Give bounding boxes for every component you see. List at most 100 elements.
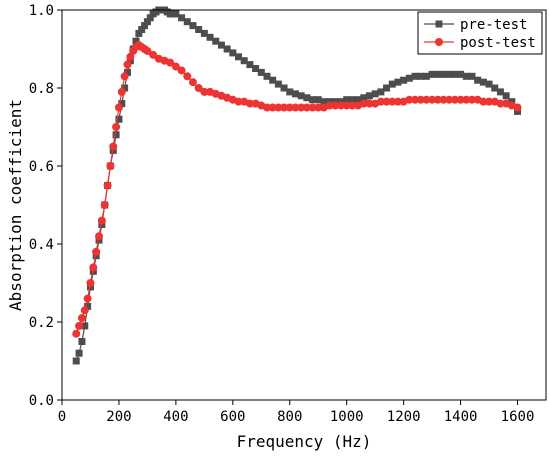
pre-test-point <box>252 65 260 72</box>
legend-label-post-test: post-test <box>460 35 536 51</box>
post-test-point <box>359 99 368 108</box>
post-test-point <box>513 103 522 112</box>
pre-test-point <box>388 80 396 88</box>
pre-test-point <box>200 29 208 37</box>
pre-test-point <box>491 84 499 92</box>
post-test-point <box>245 99 254 108</box>
pre-test-point <box>303 94 311 102</box>
post-test-point <box>77 314 86 323</box>
y-axis-label: Absorption coefficient <box>6 99 25 311</box>
pre-test-point <box>212 37 220 45</box>
pre-test-point <box>72 357 80 365</box>
pre-test-point <box>263 72 271 80</box>
ticks-layer: 0 200 400 600 800 1000 1200 1400 1600 0.0 0.2 0.4 0.… <box>29 3 535 425</box>
post-test-point <box>143 46 152 55</box>
post-test-point <box>183 72 192 81</box>
pre-test-point <box>217 41 225 49</box>
post-test-point <box>382 97 391 106</box>
pre-test-point <box>411 72 419 80</box>
y-tick-label: 0.2 <box>29 315 54 331</box>
x-tick-label: 1600 <box>501 409 535 425</box>
post-test-point <box>89 263 98 272</box>
x-tick-label: 0 <box>58 409 66 425</box>
pre-test-point <box>112 131 120 139</box>
post-test-line <box>75 44 518 334</box>
post-test-point <box>337 101 346 110</box>
pre-test-point <box>132 37 140 45</box>
pre-test-point <box>485 80 493 88</box>
pre-test-point <box>434 70 442 78</box>
pre-test-point <box>246 61 254 69</box>
pre-test-point <box>78 338 86 345</box>
x-tick-label: 1000 <box>330 409 364 425</box>
pre-test-point <box>223 45 231 53</box>
pre-test-point <box>189 22 197 30</box>
y-tick-label: 0.6 <box>29 159 54 175</box>
post-test-point <box>428 95 437 104</box>
pre-test-series <box>72 6 522 365</box>
legend-marker-pre-test <box>435 20 443 28</box>
pre-test-point <box>81 322 89 330</box>
post-test-point <box>95 232 104 241</box>
pre-test-point <box>417 72 425 80</box>
post-test-point <box>117 87 126 96</box>
legend-box <box>417 11 543 55</box>
pre-test-point <box>462 72 470 80</box>
pre-test-point <box>377 88 385 96</box>
post-test-point <box>149 50 158 59</box>
post-test-point <box>376 97 385 106</box>
post-test-point <box>479 97 488 106</box>
pre-test-point <box>286 88 294 96</box>
post-test-point <box>285 103 294 112</box>
post-test-point <box>314 103 323 112</box>
post-test-point <box>92 247 101 256</box>
post-test-point <box>450 95 459 104</box>
post-test-point <box>302 103 311 112</box>
pre-test-point <box>474 76 482 84</box>
post-test-point <box>348 101 357 110</box>
pre-test-point <box>320 98 328 106</box>
post-test-point <box>86 279 95 287</box>
post-test-point <box>280 103 289 112</box>
post-test-point <box>103 181 112 190</box>
post-test-point <box>268 103 277 112</box>
pre-test-point <box>183 18 191 26</box>
x-tick-label: 600 <box>220 409 245 425</box>
post-test-point <box>109 142 118 151</box>
pre-test-point <box>138 26 146 33</box>
pre-test-point <box>502 92 510 100</box>
pre-test-point <box>428 70 436 78</box>
pre-test-point <box>360 94 368 102</box>
pre-test-point <box>172 10 180 18</box>
pre-test-point <box>400 76 408 84</box>
post-test-point <box>445 95 454 104</box>
post-test-point <box>194 84 203 92</box>
pre-test-point <box>354 96 362 104</box>
y-tick-label: 0.0 <box>29 393 54 409</box>
pre-test-point <box>496 88 504 96</box>
pre-test-point <box>115 115 123 123</box>
legend-marker-post-test <box>435 38 443 46</box>
post-test-point <box>112 123 121 131</box>
pre-test-point <box>178 14 186 22</box>
post-test-point <box>171 62 180 71</box>
pre-test-point <box>123 68 131 76</box>
post-test-point <box>123 60 132 69</box>
pre-test-point <box>309 96 317 104</box>
pre-test-point <box>229 49 237 57</box>
x-tick-label: 1400 <box>444 409 478 425</box>
pre-test-point <box>457 70 465 78</box>
legend-label-pre-test: pre-test <box>460 17 527 33</box>
post-test-point <box>75 321 84 330</box>
pre-test-point <box>240 57 248 65</box>
post-test-point <box>462 95 471 104</box>
post-test-point <box>291 103 300 112</box>
y-tick-label: 1.0 <box>29 3 54 19</box>
post-test-point <box>496 99 505 108</box>
post-test-point <box>308 103 317 112</box>
post-test-series <box>72 41 522 338</box>
post-test-point <box>439 95 448 104</box>
pre-test-point <box>274 80 282 88</box>
pre-test-point <box>383 84 391 92</box>
